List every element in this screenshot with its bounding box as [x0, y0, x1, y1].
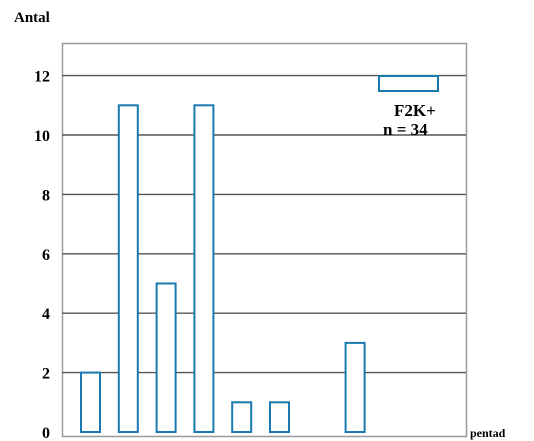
- y-tick-label: 10: [34, 128, 50, 145]
- bar: [269, 401, 290, 433]
- legend-series-label: F2K+: [394, 101, 436, 120]
- bar: [344, 341, 366, 433]
- y-tick-label: 6: [42, 247, 50, 264]
- y-tick-label: 12: [34, 69, 50, 86]
- y-tick-label: 0: [42, 425, 50, 441]
- y-axis-label: Antal: [14, 10, 50, 26]
- bars: [80, 104, 366, 434]
- legend-count-label: n = 34: [383, 120, 428, 139]
- legend-swatch: [378, 75, 439, 92]
- y-tick-label: 8: [42, 187, 50, 204]
- bar: [193, 104, 215, 434]
- y-tick-labels: 0 2 4 6 8 10 12: [34, 69, 50, 441]
- bar: [80, 371, 101, 434]
- bar: [231, 401, 253, 433]
- y-tick-label: 4: [42, 306, 50, 323]
- bar: [155, 282, 177, 433]
- y-tick-label: 2: [42, 366, 50, 383]
- bar: [117, 104, 139, 434]
- x-axis-label: pentad: [470, 426, 506, 440]
- plot-frame: [61, 42, 468, 438]
